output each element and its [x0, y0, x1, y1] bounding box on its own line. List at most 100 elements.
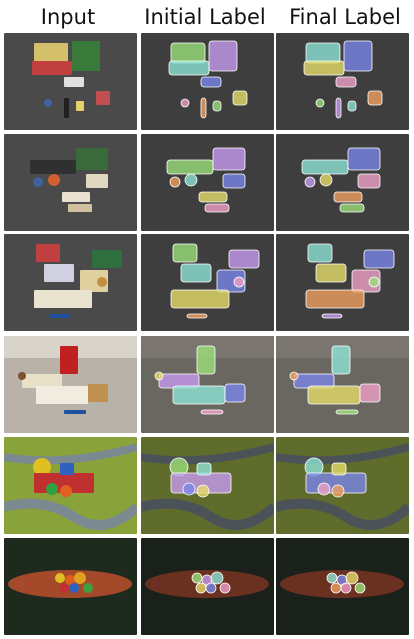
scene-image	[4, 33, 137, 130]
segmentation-mask	[335, 409, 359, 415]
scene-image	[276, 234, 409, 331]
segmentation-mask	[196, 462, 212, 476]
segmentation-mask	[357, 173, 381, 189]
object	[60, 485, 72, 497]
object	[55, 573, 65, 583]
object	[76, 148, 108, 170]
scene-image	[141, 336, 274, 433]
object	[36, 244, 60, 262]
segmentation-mask	[166, 159, 214, 175]
panel-r6-input	[4, 538, 137, 635]
object	[60, 346, 78, 374]
object	[62, 192, 90, 202]
panel-r4-final-label	[276, 336, 409, 433]
scene-image	[276, 134, 409, 231]
object	[69, 583, 79, 593]
segmentation-mask	[368, 276, 380, 288]
object	[92, 250, 122, 268]
object	[59, 583, 69, 593]
panel-r2-initial-label	[141, 134, 274, 231]
panel-r1-initial-label	[141, 33, 274, 130]
scene-background	[141, 234, 274, 331]
scene-background	[141, 134, 274, 231]
object	[68, 204, 92, 212]
playmat-road	[141, 443, 274, 465]
scene-image	[276, 336, 409, 433]
object	[34, 43, 68, 63]
object	[83, 583, 93, 593]
segmentation-mask	[367, 90, 383, 106]
segmentation-mask	[301, 159, 349, 175]
object	[48, 174, 60, 186]
segmentation-mask	[321, 313, 343, 319]
panel-r3-final-label	[276, 234, 409, 331]
panel-r1-input	[4, 33, 137, 130]
segmentation-mask	[315, 98, 325, 108]
segmentation-mask	[222, 173, 246, 189]
segmentation-mask	[307, 385, 361, 405]
segmentation-mask	[330, 582, 342, 594]
object	[33, 177, 43, 187]
header-final-label: Final Label	[289, 5, 401, 29]
segmentation-mask	[154, 371, 164, 381]
object	[65, 575, 75, 585]
object	[86, 174, 108, 188]
segmentation-mask	[331, 462, 347, 476]
playmat-road	[276, 498, 409, 530]
panel-r2-final-label	[276, 134, 409, 231]
segmentation-mask	[191, 572, 203, 584]
object	[72, 41, 100, 71]
segmentation-mask	[196, 345, 216, 375]
scene-image	[141, 134, 274, 231]
object	[30, 160, 76, 174]
playmat-road	[4, 498, 137, 530]
object	[50, 314, 70, 318]
scene-image	[4, 538, 137, 635]
segmentation-mask	[200, 97, 207, 119]
segmentation-mask	[168, 60, 210, 76]
scene-image	[276, 33, 409, 130]
playmat-road	[4, 443, 137, 465]
segmentation-mask	[170, 42, 206, 64]
scene-image	[4, 437, 137, 534]
segmentation-mask	[212, 147, 246, 171]
scene-image	[141, 234, 274, 331]
segmentation-mask	[359, 383, 381, 403]
segmentation-mask	[347, 100, 357, 112]
object	[18, 372, 26, 380]
scene-background	[4, 234, 137, 331]
segmentation-mask	[333, 191, 363, 203]
segmentation-mask	[180, 98, 190, 108]
segmentation-mask	[307, 243, 333, 263]
object	[22, 374, 62, 388]
segmentation-mask	[319, 173, 333, 187]
playmat-road	[276, 443, 409, 465]
segmentation-mask	[184, 173, 198, 187]
header-input: Input	[40, 5, 96, 29]
segmentation-mask	[347, 147, 381, 171]
segmentation-mask	[228, 249, 260, 269]
panel-r3-initial-label	[141, 234, 274, 331]
segmentation-mask	[331, 345, 351, 375]
segmentation-mask	[208, 40, 238, 72]
segmentation-mask	[317, 482, 331, 496]
object	[88, 384, 108, 402]
panel-r4-initial-label	[141, 336, 274, 433]
segmentation-mask	[210, 571, 224, 585]
object	[76, 101, 84, 111]
object	[97, 277, 107, 287]
panel-r1-final-label	[276, 33, 409, 130]
scene-image	[4, 336, 137, 433]
segmentation-mask	[232, 90, 248, 106]
object	[33, 458, 51, 476]
segmentation-mask	[186, 313, 208, 319]
segmentation-mask	[343, 40, 373, 72]
object	[36, 386, 88, 404]
segmentation-mask	[219, 582, 231, 594]
segmentation-mask	[205, 582, 217, 594]
segmentation-mask	[200, 409, 224, 415]
segmentation-mask	[224, 383, 246, 403]
panel-r6-initial-label	[141, 538, 274, 635]
segmentation-mask	[305, 289, 365, 309]
scene-image	[4, 134, 137, 231]
